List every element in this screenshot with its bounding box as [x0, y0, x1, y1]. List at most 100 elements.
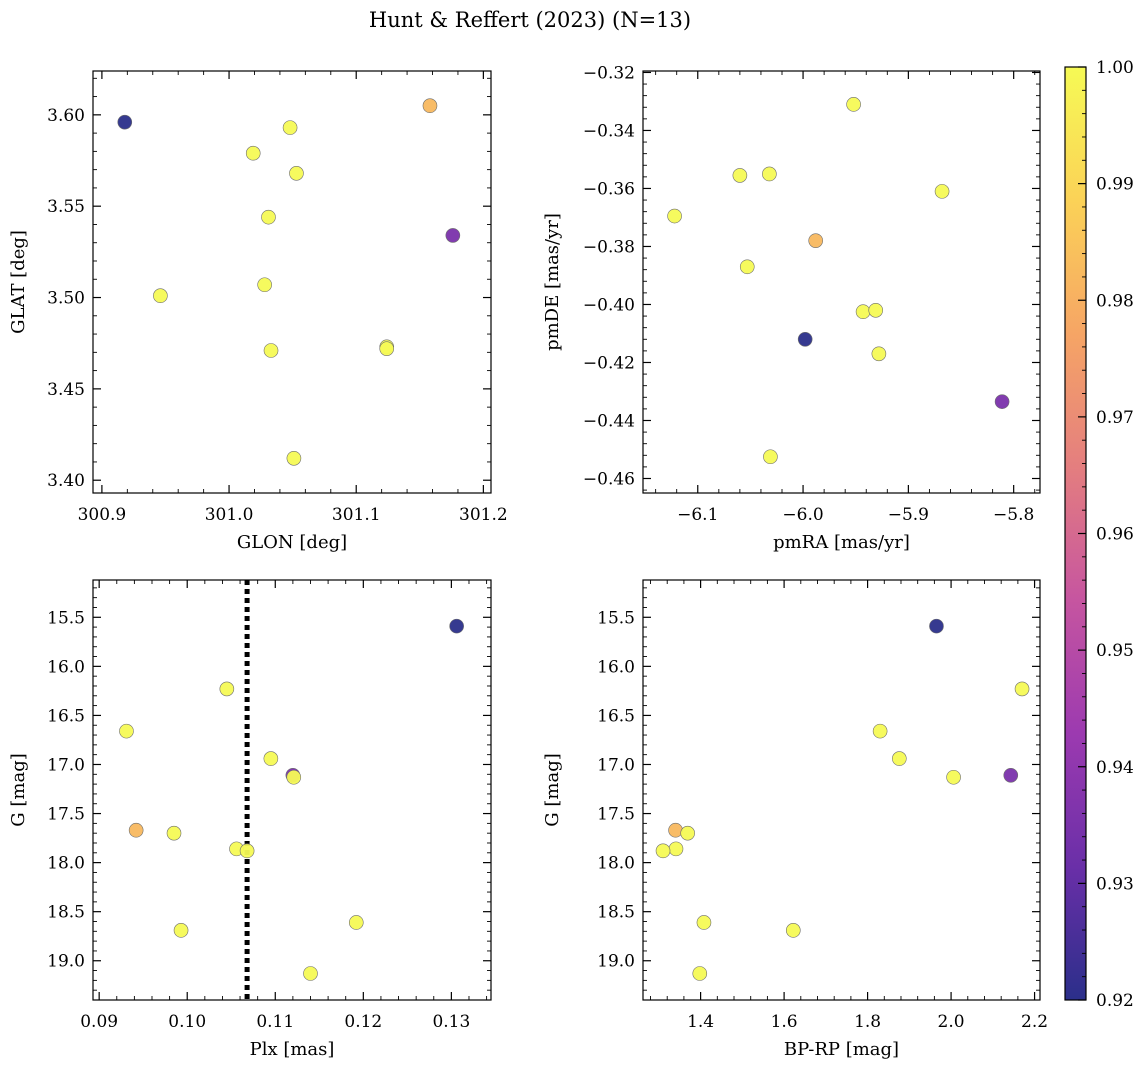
data-point: [946, 769, 961, 785]
y-axis-label: GLAT [deg]: [8, 230, 29, 334]
data-point: [871, 346, 887, 362]
y-tick-label: 3.55: [47, 197, 85, 217]
panel-pmra-pmde: −6.1 −6.0 −5.9 −5.8 −0.46 −0.44 −0.42 −0.40 −0.3…: [542, 63, 1041, 553]
plot-frame: [92, 579, 492, 1001]
data-point: [655, 843, 671, 859]
figure-title: Hunt & Reffert (2023) (N=13): [369, 8, 691, 32]
data-point: [846, 97, 861, 112]
data-point: [994, 394, 1010, 409]
plot-frame: [642, 70, 1041, 494]
data-point: [668, 822, 683, 838]
data-point: [892, 751, 907, 766]
data-point: [286, 769, 302, 785]
data-point: [449, 618, 464, 634]
y-tick-label: −0.44: [583, 411, 635, 431]
data-point: [855, 304, 871, 320]
data-point: [762, 166, 777, 182]
x-tick-label: 1.4: [687, 1012, 714, 1032]
y-tick-label: 17.0: [597, 755, 635, 775]
data-point: [257, 277, 272, 293]
y-axis-label: G [mag]: [8, 753, 29, 826]
data-point: [934, 184, 950, 199]
x-tick-label: 301.1: [332, 505, 381, 525]
plot-frame: [642, 579, 1041, 1001]
y-tick-label: 19.0: [47, 952, 85, 972]
data-point: [263, 751, 279, 766]
data-point: [696, 915, 712, 930]
x-tick-label: 300.9: [78, 505, 127, 525]
data-point: [379, 341, 395, 356]
x-tick-label: 0.10: [168, 1012, 206, 1032]
x-axis-label: GLON [deg]: [237, 532, 347, 553]
data-point: [173, 923, 189, 938]
y-tick-label: 15.5: [47, 608, 85, 628]
data-point: [128, 822, 144, 838]
y-tick-label: 18.5: [597, 903, 635, 923]
data-point: [289, 166, 304, 181]
data-point: [739, 259, 755, 275]
data-point: [117, 114, 133, 130]
y-tick-label: 18.5: [47, 903, 85, 923]
y-tick-label: 17.5: [47, 805, 85, 825]
y-tick-label: 3.40: [47, 471, 85, 491]
x-tick-label: −6.0: [782, 505, 823, 525]
colorbar: 0.92 0.93 0.94 0.95 0.96 0.97 0.98 0.99 1.00: [1064, 58, 1134, 1011]
data-point: [692, 966, 708, 981]
y-tick-label: 16.0: [597, 657, 635, 677]
data-point: [445, 228, 461, 243]
x-axis-label: BP-RP [mag]: [784, 1039, 899, 1060]
y-tick-label: −0.36: [583, 179, 635, 199]
data-point: [868, 302, 884, 318]
colorbar-tick-label: 1.00: [1096, 58, 1134, 78]
x-tick-label: 2.0: [938, 1012, 965, 1032]
data-point: [263, 343, 279, 358]
data-point: [261, 209, 276, 225]
y-tick-label: 16.0: [47, 657, 85, 677]
colorbar-tick-label: 0.97: [1096, 408, 1134, 428]
x-tick-label: −5.8: [993, 505, 1034, 525]
data-point: [422, 98, 438, 114]
data-point: [166, 825, 182, 841]
y-axis-label: G [mag]: [542, 753, 563, 826]
colorbar-tick-label: 0.93: [1096, 874, 1134, 894]
y-tick-label: −0.40: [583, 295, 635, 315]
colorbar-tick-label: 0.98: [1096, 291, 1134, 311]
y-tick-label: 19.0: [597, 952, 635, 972]
data-point: [245, 145, 261, 161]
data-point: [797, 331, 813, 347]
data-point: [808, 233, 824, 248]
x-tick-label: −5.9: [888, 505, 929, 525]
data-point: [680, 825, 695, 841]
y-tick-label: 18.0: [597, 854, 635, 874]
x-tick-label: 0.09: [80, 1012, 118, 1032]
colorbar-tick-label: 0.99: [1096, 175, 1134, 195]
panel-plx-g: 0.09 0.10 0.11 0.12 0.13 15.5 16.0 16.5 17.0 17.5…: [8, 579, 492, 1060]
data-point: [668, 841, 684, 857]
data-point: [929, 618, 944, 634]
y-tick-label: 3.50: [47, 289, 85, 309]
y-tick-label: 3.45: [47, 380, 85, 400]
data-point: [348, 915, 364, 930]
colorbar-tick-label: 0.94: [1096, 758, 1134, 778]
x-axis-label: Plx [mas]: [250, 1039, 335, 1060]
y-tick-label: 16.5: [597, 706, 635, 726]
y-tick-label: −0.32: [583, 63, 635, 83]
x-tick-label: 0.12: [344, 1012, 382, 1032]
y-tick-label: −0.38: [583, 237, 635, 257]
data-point: [119, 723, 134, 739]
y-axis-label: pmDE [mas/yr]: [542, 213, 563, 351]
data-point: [219, 681, 235, 697]
data-point: [303, 966, 318, 981]
data-point: [785, 923, 801, 938]
x-tick-label: 0.11: [256, 1012, 294, 1032]
data-point: [286, 450, 302, 466]
y-tick-label: −0.46: [583, 469, 635, 489]
panel-bprp-g: 1.4 1.6 1.8 2.0 2.2 15.5 16.0 16.5 17.0 17.5 18.0 1…: [542, 579, 1048, 1060]
x-tick-label: 1.8: [854, 1012, 881, 1032]
data-point: [667, 208, 682, 224]
data-point: [1014, 681, 1030, 697]
y-tick-label: −0.42: [583, 353, 635, 373]
y-tick-label: 18.0: [47, 854, 85, 874]
data-point: [1003, 767, 1019, 783]
